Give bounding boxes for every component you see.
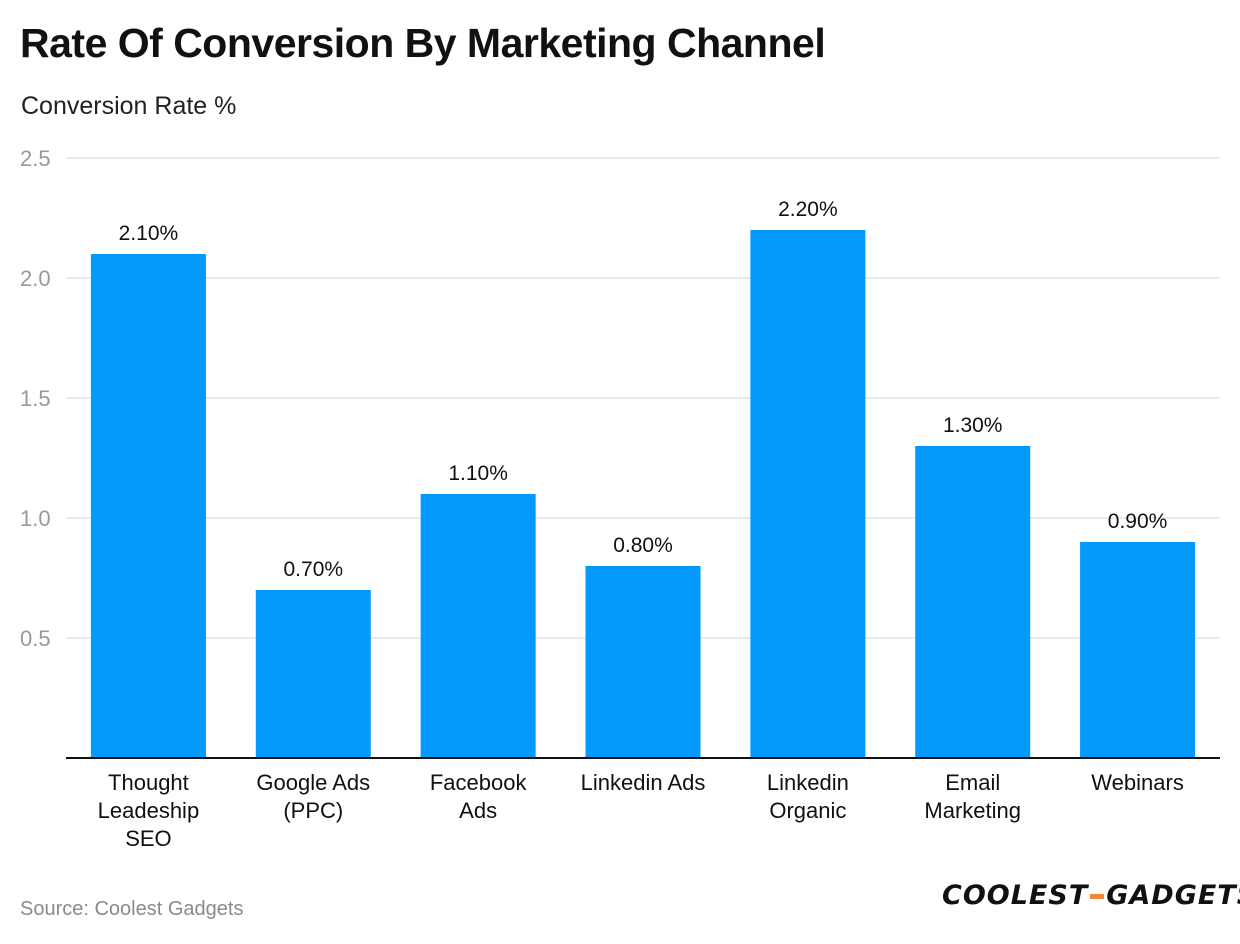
bar xyxy=(255,590,371,758)
data-label: 1.30% xyxy=(943,414,1003,437)
chart-title: Rate Of Conversion By Marketing Channel xyxy=(20,20,826,66)
bar xyxy=(585,566,701,758)
logo-text-right: GADGETS xyxy=(1106,880,1240,911)
data-label: 0.90% xyxy=(1108,510,1168,533)
x-tick-label: Facebook Ads xyxy=(430,770,528,823)
bar xyxy=(1080,542,1196,758)
brand-logo: COOLEST GADGETS xyxy=(942,880,1240,911)
bar xyxy=(420,494,536,758)
y-tick-label: 2.5 xyxy=(20,146,51,171)
data-label: 0.80% xyxy=(613,534,673,557)
y-tick-label: 1.0 xyxy=(20,506,51,531)
y-tick-label: 0.5 xyxy=(20,626,51,651)
data-label: 2.10% xyxy=(119,222,179,245)
data-label: 2.20% xyxy=(778,198,838,221)
x-tick-label-line: Linkedin xyxy=(767,770,849,795)
x-tick-label: Google Ads (PPC) xyxy=(256,770,370,823)
logo-dash xyxy=(1090,894,1105,899)
y-axis-label: Conversion Rate % xyxy=(21,92,237,120)
bar xyxy=(915,446,1031,758)
data-label: 1.10% xyxy=(448,462,508,485)
y-tick-label: 1.5 xyxy=(20,386,51,411)
bar xyxy=(750,230,866,758)
x-tick-label: Email Marketing xyxy=(924,770,1021,823)
x-tick-label: Thought Leadeship SEO xyxy=(98,770,200,851)
x-tick-label-line: Email xyxy=(945,770,1000,795)
logo-text-left: COOLEST xyxy=(942,880,1089,911)
x-tick-label-line: Marketing xyxy=(924,798,1021,823)
x-tick-label-line: (PPC) xyxy=(283,798,343,823)
bar xyxy=(90,254,206,758)
x-tick-label-line: Webinars xyxy=(1091,770,1184,795)
x-tick-label-line: Thought xyxy=(108,770,189,795)
y-tick-label: 2.0 xyxy=(20,266,51,291)
x-tick-label-line: Ads xyxy=(459,798,497,823)
data-label: 0.70% xyxy=(284,558,344,581)
x-tick-label-line: SEO xyxy=(125,826,171,851)
x-tick-label: Webinars xyxy=(1091,770,1184,795)
x-tick-label-line: Google Ads xyxy=(256,770,370,795)
source-note: Source: Coolest Gadgets xyxy=(20,898,244,920)
x-tick-label-line: Facebook xyxy=(430,770,528,795)
x-tick-label: Linkedin Ads xyxy=(581,770,706,795)
x-tick-label-line: Leadeship xyxy=(98,798,200,823)
x-tick-label-line: Organic xyxy=(769,798,846,823)
x-tick-label: Linkedin Organic xyxy=(767,770,849,823)
x-tick-label-line: Linkedin Ads xyxy=(581,770,706,795)
